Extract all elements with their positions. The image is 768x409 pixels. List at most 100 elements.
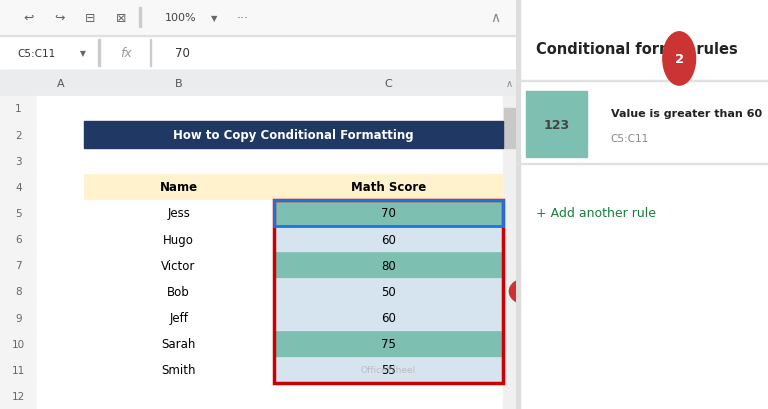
Text: 60: 60 [381, 311, 396, 324]
Text: C5:C11: C5:C11 [17, 48, 55, 58]
Bar [273, 227, 503, 252]
Text: ↩: ↩ [23, 11, 34, 25]
Text: 80: 80 [381, 259, 396, 272]
Bar [84, 200, 273, 227]
Text: ∧: ∧ [491, 11, 501, 25]
Text: 50: 50 [381, 285, 396, 298]
Text: fx: fx [121, 47, 132, 60]
Text: 9: 9 [15, 313, 22, 323]
Bar [595, 92, 763, 157]
Text: 100%: 100% [165, 13, 197, 23]
Bar [84, 227, 273, 252]
Bar [273, 357, 503, 383]
Bar [0, 357, 37, 383]
Bar [273, 174, 503, 200]
Bar [0, 36, 516, 71]
Text: Jess: Jess [167, 207, 190, 220]
Text: 1: 1 [15, 104, 22, 114]
Bar [84, 227, 273, 252]
Bar [84, 174, 273, 200]
Text: ↪: ↪ [54, 11, 65, 25]
Bar [37, 279, 84, 305]
Bar [516, 81, 768, 82]
Circle shape [663, 33, 696, 86]
Bar [0, 36, 516, 37]
Bar [273, 148, 503, 174]
Bar [273, 200, 503, 227]
Bar [0, 227, 37, 252]
Bar [98, 40, 100, 67]
Bar [84, 148, 273, 174]
Text: Bob: Bob [167, 285, 190, 298]
Bar [273, 252, 503, 279]
Bar [37, 71, 84, 96]
Bar [273, 200, 503, 227]
Bar [273, 305, 503, 331]
Bar [37, 96, 84, 122]
Bar [37, 174, 84, 200]
Text: Value is greater than 60: Value is greater than 60 [611, 109, 762, 119]
Bar [0, 38, 98, 69]
Bar [503, 96, 516, 409]
Bar [273, 305, 503, 331]
Bar [37, 357, 84, 383]
Text: Conditional format rules: Conditional format rules [536, 42, 738, 56]
Text: ∧: ∧ [506, 79, 513, 88]
Text: + Add another rule: + Add another rule [536, 206, 656, 219]
Bar [0, 71, 516, 96]
Text: ···: ··· [237, 11, 249, 25]
Text: 60: 60 [381, 233, 396, 246]
Text: C5:C11: C5:C11 [611, 134, 649, 144]
Bar [273, 331, 503, 357]
Bar [84, 122, 503, 148]
Bar [0, 148, 37, 174]
Text: 6: 6 [15, 234, 22, 245]
Bar [0, 252, 37, 279]
Text: ▼: ▼ [80, 49, 85, 58]
Bar [84, 305, 273, 331]
Text: 1: 1 [521, 287, 528, 297]
Bar [150, 40, 151, 67]
Text: ⊠: ⊠ [116, 11, 127, 25]
Text: 10: 10 [12, 339, 25, 349]
Bar [273, 71, 503, 96]
Bar [84, 357, 273, 383]
Bar [84, 96, 273, 122]
Bar [0, 279, 37, 305]
Bar [273, 174, 503, 200]
Bar [273, 122, 503, 148]
Bar [0, 331, 37, 357]
Bar [84, 383, 273, 409]
Bar [0, 0, 516, 36]
Bar [37, 122, 84, 148]
Text: C: C [385, 79, 392, 88]
Text: 123: 123 [543, 118, 569, 131]
Bar [273, 279, 503, 305]
Bar [37, 331, 84, 357]
Text: Hugo: Hugo [163, 233, 194, 246]
Bar [84, 122, 273, 148]
Bar [0, 200, 37, 227]
Bar [526, 92, 587, 157]
Bar [273, 200, 503, 383]
Bar [273, 200, 503, 227]
Circle shape [509, 279, 541, 304]
Text: Name: Name [160, 181, 197, 194]
Text: 5: 5 [15, 209, 22, 218]
Text: Math Score: Math Score [351, 181, 426, 194]
Bar [37, 227, 84, 252]
Bar [84, 252, 273, 279]
Bar [37, 200, 84, 227]
Bar [0, 174, 37, 200]
Bar [84, 331, 273, 357]
Text: 75: 75 [381, 337, 396, 350]
Bar [84, 305, 273, 331]
Text: Victor: Victor [161, 259, 196, 272]
Text: 70: 70 [381, 207, 396, 220]
Bar [516, 164, 768, 165]
Text: 2: 2 [15, 130, 22, 140]
Bar [0, 96, 37, 122]
Bar [273, 279, 503, 305]
Bar [84, 252, 273, 279]
Bar [0, 71, 37, 96]
